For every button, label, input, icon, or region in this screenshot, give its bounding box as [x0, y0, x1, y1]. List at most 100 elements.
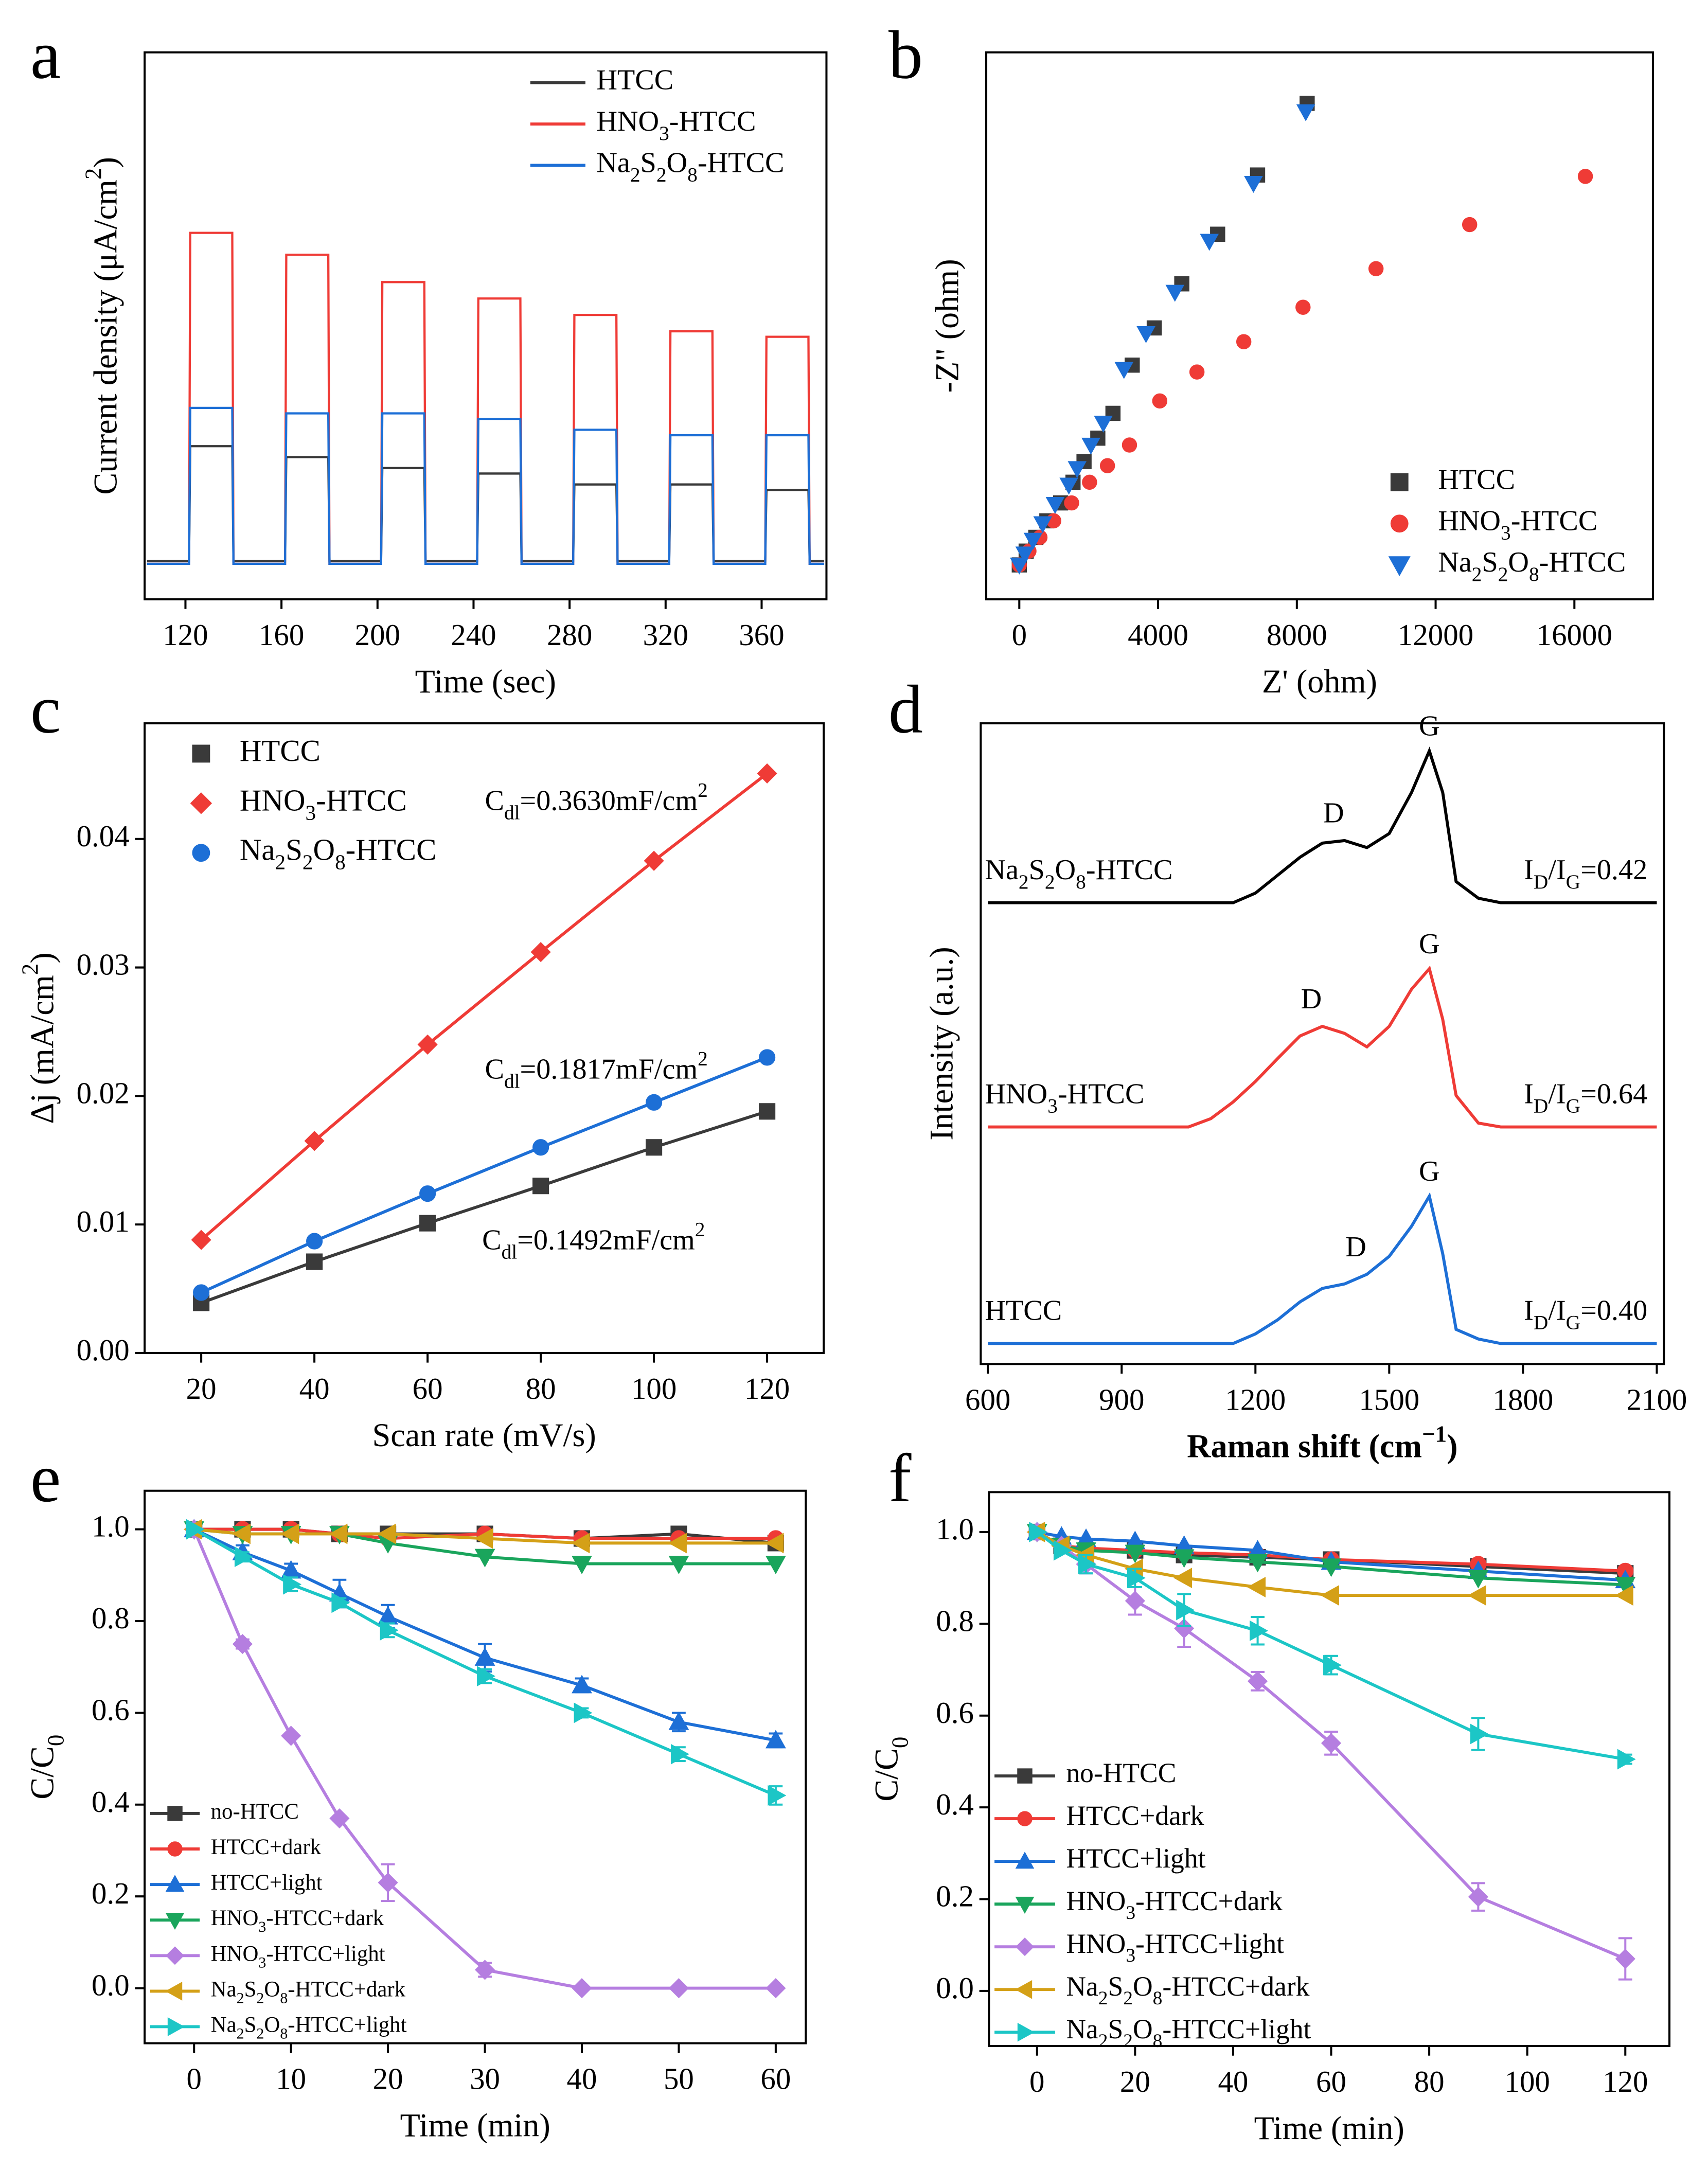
legend-marker [167, 1806, 183, 1821]
x-tick-label: 40 [1218, 2065, 1248, 2098]
series-line [200, 772, 768, 1241]
marker [768, 1785, 787, 1806]
x-tick-label: 20 [186, 1372, 217, 1405]
marker [572, 1978, 592, 1999]
marker [1295, 299, 1311, 315]
legend-marker [1017, 1811, 1033, 1826]
marker [280, 1523, 299, 1544]
marker [644, 850, 664, 871]
marker [191, 1230, 211, 1250]
plot-frame [980, 722, 1665, 1365]
x-tick-label: 40 [299, 1372, 330, 1405]
plot-frame [985, 51, 1654, 600]
y-tick-label: 0.8 [92, 1602, 130, 1635]
panel-letter: f [888, 1440, 912, 1516]
marker [419, 1215, 436, 1232]
marker [1114, 362, 1134, 379]
marker [1015, 546, 1035, 564]
x-tick-label: 4000 [1128, 618, 1188, 651]
legend-label: no-HTCC [1066, 1757, 1176, 1788]
marker [765, 1533, 784, 1554]
marker [378, 1872, 398, 1893]
marker [1136, 326, 1155, 343]
marker [1009, 557, 1029, 575]
panel-letter: a [30, 16, 61, 93]
y-tick-label: 1.0 [92, 1509, 130, 1543]
plot-frame [988, 1491, 1671, 2047]
y-tick-label: 0.01 [77, 1205, 130, 1238]
x-axis-label: Raman shift (cm−1) [1187, 1421, 1457, 1464]
x-tick-label: 1500 [1359, 1383, 1419, 1416]
legend-label: HNO3-HTCC [240, 784, 407, 825]
y-tick-label: 0.4 [936, 1788, 974, 1821]
y-tick-label: 0.6 [92, 1693, 130, 1727]
legend-label: Na2S2O8-HTCC+light [1066, 2014, 1311, 2052]
legend-marker [1016, 1937, 1034, 1956]
legend-label: HTCC+light [211, 1871, 323, 1895]
marker [474, 1960, 495, 1980]
x-axis-label: Time (min) [1254, 2110, 1404, 2146]
x-axis-label: Z' (ohm) [1262, 663, 1377, 700]
panel-letter: c [30, 671, 61, 747]
marker [1614, 1585, 1633, 1606]
x-tick-label: 320 [643, 618, 688, 651]
marker [1321, 1733, 1342, 1753]
x-tick-label: 100 [1505, 2065, 1550, 2098]
x-tick-label: 120 [744, 1372, 790, 1405]
marker [1122, 437, 1137, 453]
x-tick-label: 240 [451, 618, 496, 651]
marker [474, 1549, 495, 1568]
marker [1250, 1620, 1269, 1641]
legend-marker [1015, 1852, 1035, 1869]
y-tick-label: 0.4 [92, 1785, 130, 1818]
legend-label: Na2S2O8-HTCC [240, 833, 437, 874]
marker [283, 1574, 302, 1595]
y-tick-label: 0.02 [77, 1076, 130, 1110]
x-tick-label: 80 [1414, 2065, 1445, 2098]
marker [1617, 1749, 1636, 1770]
marker [281, 1726, 301, 1746]
marker [1321, 1558, 1342, 1577]
marker [532, 1139, 549, 1156]
x-tick-label: 200 [355, 618, 400, 651]
annotation: Cdl=0.1492mF/cm2 [482, 1218, 705, 1264]
marker [1244, 176, 1263, 193]
marker [193, 1284, 210, 1301]
y-axis-label: C/C0 [24, 1735, 69, 1800]
marker [1236, 334, 1252, 349]
plot-frame [144, 1489, 807, 2044]
marker [1176, 1599, 1195, 1621]
legend-marker [166, 1946, 184, 1965]
legend-marker [167, 1841, 183, 1857]
x-tick-label: 20 [373, 2062, 403, 2095]
plot-frame [144, 722, 825, 1354]
legend-marker [192, 744, 210, 763]
marker [329, 1808, 350, 1829]
x-tick-label: 8000 [1267, 618, 1327, 651]
panel: a 120 160 200 240 280 320 360 Time (sec) Current … [30, 16, 828, 700]
marker [1468, 1887, 1488, 1907]
marker [765, 1556, 786, 1574]
y-tick-label: 0.00 [77, 1333, 130, 1366]
legend-marker [1390, 473, 1409, 491]
marker [1082, 474, 1097, 490]
y-axis-label: Intensity (a.u.) [923, 947, 959, 1141]
marker [331, 1592, 350, 1613]
marker [377, 1523, 396, 1544]
marker [1099, 458, 1115, 473]
x-tick-label: 60 [413, 1372, 443, 1405]
legend-marker [165, 1982, 183, 2001]
marker [1321, 1585, 1339, 1606]
ratio-label: ID/IG=0.42 [1524, 854, 1647, 893]
x-axis-label: Time (sec) [415, 663, 556, 700]
x-tick-label: 12000 [1398, 618, 1473, 651]
y-tick-label: 0.2 [936, 1879, 974, 1913]
marker [670, 1744, 689, 1765]
marker [572, 1675, 592, 1694]
series-line [988, 1192, 1657, 1345]
marker [1468, 1570, 1489, 1589]
annotation: Cdl=0.1817mF/cm2 [485, 1047, 707, 1093]
series-line [988, 965, 1657, 1129]
marker [474, 1647, 495, 1666]
